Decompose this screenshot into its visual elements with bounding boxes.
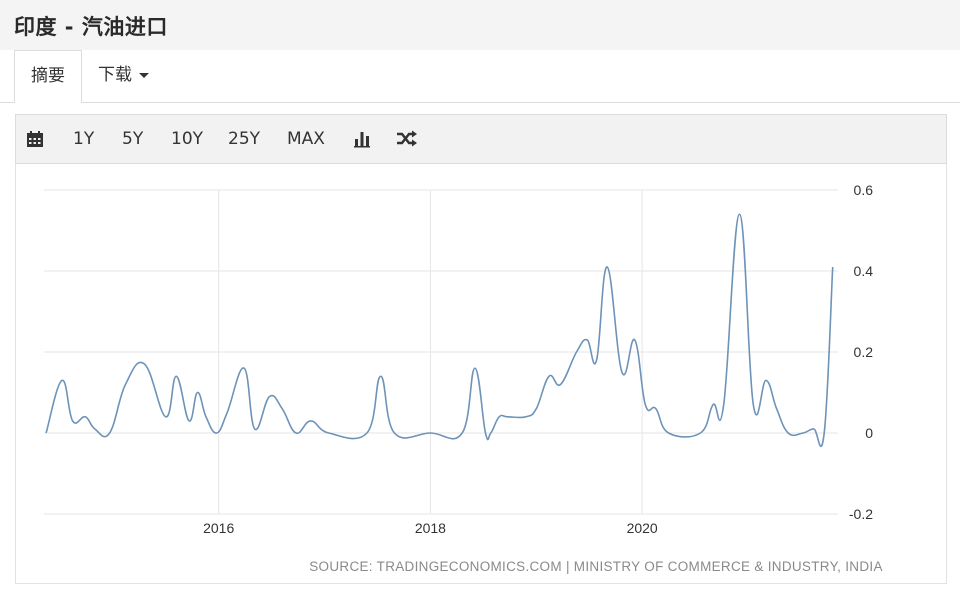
title-bar: 印度 - 汽油进口 <box>0 0 960 51</box>
download-label: 下载 <box>98 65 132 85</box>
range-25y-button[interactable]: 25Y <box>228 129 261 149</box>
caret-down-icon <box>139 72 149 78</box>
range-5y-button[interactable]: 5Y <box>122 129 144 149</box>
calendar-button[interactable] <box>26 115 44 163</box>
range-10y-button[interactable]: 10Y <box>171 129 204 149</box>
tab-summary[interactable]: 摘要 <box>14 50 82 103</box>
bar-chart-icon <box>354 132 370 148</box>
compare-button[interactable] <box>396 115 418 163</box>
tab-bar: 摘要 下载 <box>0 50 960 103</box>
tab-summary-label: 摘要 <box>31 66 65 86</box>
chart-toolbar: 1Y 5Y 10Y 25Y MAX <box>15 114 947 164</box>
range-max-button[interactable]: MAX <box>287 129 325 149</box>
page-title: 印度 - 汽油进口 <box>14 15 168 39</box>
shuffle-icon <box>397 130 417 147</box>
chart-container <box>15 164 947 584</box>
chart-type-button[interactable] <box>353 115 371 163</box>
range-1y-button[interactable]: 1Y <box>73 129 95 149</box>
calendar-icon <box>27 131 43 147</box>
download-dropdown[interactable]: 下载 <box>98 50 149 102</box>
